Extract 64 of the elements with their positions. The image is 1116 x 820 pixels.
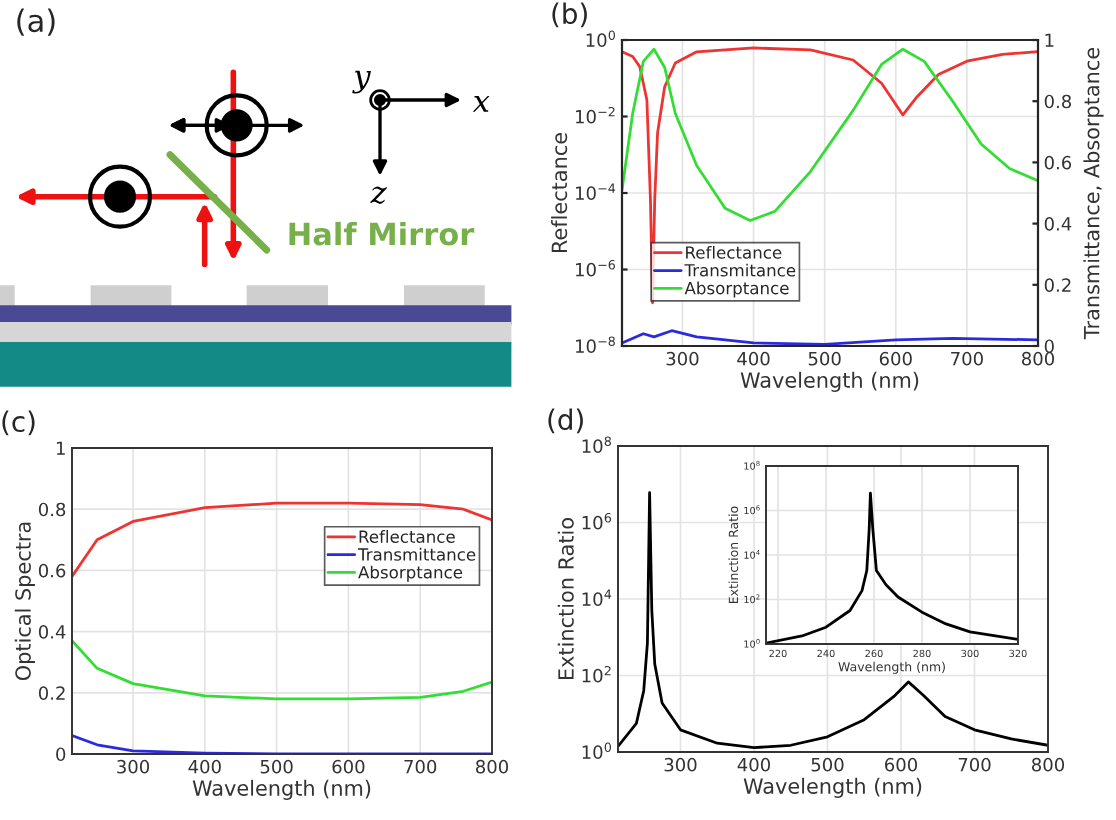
legend-label: Transmitance: [684, 263, 796, 277]
y-axis-title: Optical Spectra: [14, 522, 35, 681]
y-axis-title: Extinction Ratio: [557, 518, 574, 680]
y-tick-label: 10$^{−4}$: [576, 183, 616, 200]
text: y: [352, 70, 371, 94]
y-tick-label: 1: [56, 441, 65, 455]
x-tick-label: 400: [737, 757, 771, 772]
y-tick-label: 10$^{−6}$: [576, 259, 615, 277]
x-tick-label: 600: [885, 757, 918, 772]
y-tick-label: 10$^{−8}$: [576, 336, 615, 353]
x-tick-label: 300: [666, 351, 699, 366]
y2-tick-label: 0.4: [1044, 217, 1072, 231]
y2-tick-label: 1: [1045, 33, 1054, 47]
y2-axis-title: Transmittance, Absorptance: [1083, 47, 1104, 340]
y-tick-label: 10$^{0}$: [582, 742, 612, 759]
x-tick-label: 800: [1031, 757, 1065, 772]
chart-title: (c): [2, 410, 35, 436]
text: x: [472, 95, 490, 112]
x-tick-label: 800: [1021, 351, 1055, 366]
x-tick-label: 500: [808, 351, 841, 366]
x-tick-label: 400: [188, 759, 221, 774]
y2-tick-label: 0: [1044, 339, 1054, 354]
y-tick-label: 10$^{8}$: [582, 436, 611, 453]
y2-tick-label: 0.2: [1044, 278, 1071, 292]
legend-label: Reflectance: [686, 245, 782, 259]
legend-label: Absorptance: [358, 565, 463, 582]
y-tick-label: 10$^{4}$: [582, 589, 612, 606]
x-axis-title: Wavelength (nm): [192, 779, 371, 800]
y-tick-label: 0.4: [38, 625, 66, 639]
x-tick-label: 600: [332, 759, 365, 774]
x-tick-label: 500: [811, 757, 844, 772]
chart-title: (d): [548, 408, 583, 434]
y-tick-label: 10$^{2}$: [582, 665, 611, 683]
x-axis-title: Wavelength (nm): [743, 777, 922, 798]
line-series: [72, 501, 492, 578]
legend-label: Transmittance: [357, 547, 476, 561]
x-tick-label: 700: [404, 759, 437, 774]
legend-label: Absorptance: [684, 281, 789, 298]
y-tick-label: 10$^{6}$: [582, 512, 612, 530]
x-tick-label: 800: [475, 759, 509, 774]
y-tick-label: 0.6: [38, 563, 66, 578]
y-tick-label: 0.8: [38, 502, 66, 517]
y-tick-label: 0.2: [38, 686, 65, 700]
x-tick-label: 300: [117, 759, 150, 774]
text: Half Mirror: [289, 221, 475, 246]
x-tick-label: 600: [879, 351, 912, 366]
line-series: [622, 47, 1038, 222]
y-axis-title: Reflectance: [551, 133, 568, 253]
line-series: [72, 639, 492, 701]
legend-label: Reflectance: [359, 530, 455, 543]
x-axis-title: Wavelength (nm): [740, 371, 919, 392]
text: (a): [17, 8, 55, 36]
y-tick-label: 10$^{−2}$: [576, 106, 615, 124]
text: z: [370, 186, 387, 204]
x-tick-label: 500: [260, 759, 293, 774]
x-tick-label: 300: [664, 757, 697, 772]
chart-title: (b): [552, 2, 587, 28]
y-tick-label: 10$^{0}$: [586, 30, 616, 47]
y2-tick-label: 0.6: [1044, 155, 1072, 170]
y-tick-label: 0: [56, 747, 66, 762]
x-tick-label: 700: [951, 351, 983, 366]
x-tick-label: 700: [958, 757, 991, 772]
x-tick-label: 400: [737, 351, 770, 366]
y2-tick-label: 0.8: [1044, 94, 1072, 109]
